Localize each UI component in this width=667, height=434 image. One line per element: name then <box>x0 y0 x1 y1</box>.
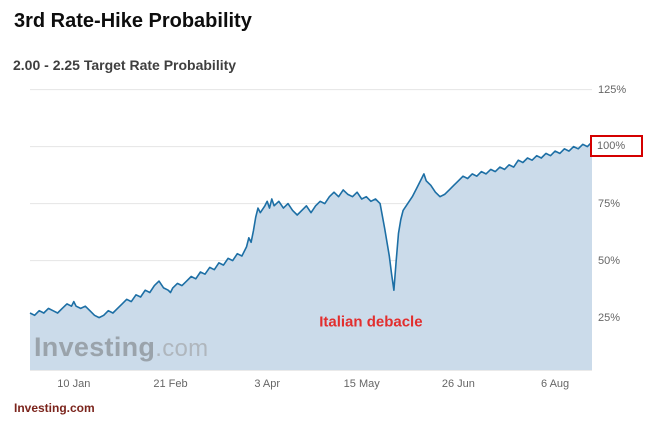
x-axis-label: 10 Jan <box>57 378 90 390</box>
watermark-suffix: .com <box>155 335 209 362</box>
x-axis-label: 15 May <box>344 378 381 390</box>
y-axis-label: 125% <box>598 81 627 98</box>
page-title: 3rd Rate-Hike Probability <box>14 10 252 32</box>
probability-area-fill <box>30 142 592 370</box>
x-axis-label: 26 Jun <box>442 378 475 390</box>
watermark-name: Investing <box>34 332 156 362</box>
investing-watermark-logo: Investing.com <box>34 332 208 363</box>
x-axis-label: 21 Feb <box>153 378 187 390</box>
source-attribution: Investing.com <box>14 401 95 415</box>
x-axis-label: 3 Apr <box>254 378 280 390</box>
y-axis-label: 75% <box>598 195 621 212</box>
y-axis-label-100-highlighted: 100% <box>590 134 644 157</box>
y-axis-label: 50% <box>598 252 621 269</box>
x-axis-label: 6 Aug <box>541 378 569 390</box>
probability-line <box>29 141 593 319</box>
y-axis-label: 25% <box>598 309 621 326</box>
chart-subtitle: 2.00 - 2.25 Target Rate Probability <box>13 57 237 73</box>
italian-debacle-annotation: Italian debacle <box>319 313 423 331</box>
